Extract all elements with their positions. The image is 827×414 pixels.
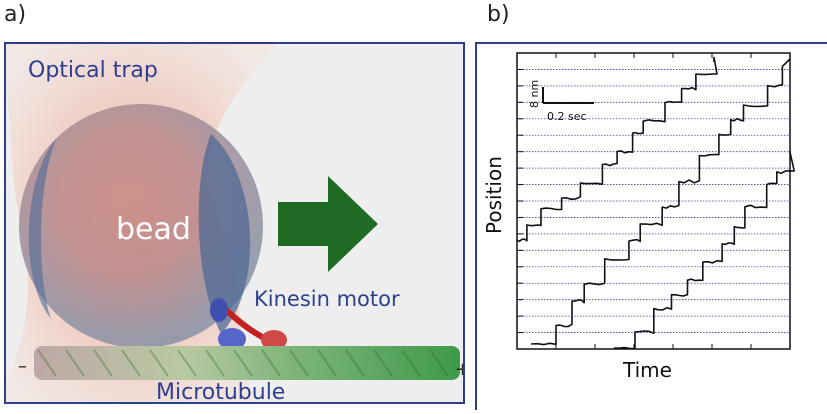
scale-bar-y-label: 8 nm	[528, 80, 541, 108]
microtubule	[34, 346, 460, 380]
optical-trap-diagram: Optical trap bead Kinesin motor Microtub…	[4, 42, 465, 404]
traces	[516, 56, 795, 350]
kinesin-motor-label: Kinesin motor	[254, 287, 400, 311]
optical-trap-label: Optical trap	[28, 58, 158, 83]
motion-arrow	[278, 176, 378, 272]
x-axis-label: Time	[622, 358, 672, 382]
stepping-trace	[613, 151, 795, 350]
stepping-trace	[530, 58, 791, 346]
y-axis-label: Position	[482, 156, 506, 234]
bead-shadow-right	[198, 134, 251, 334]
kinesin-motor	[210, 298, 287, 350]
stepping-chart: 8 nm 0.2 sec Position Time	[475, 42, 827, 410]
stepping-chart-svg: 8 nm 0.2 sec Position Time	[482, 52, 795, 382]
bead	[19, 104, 263, 348]
microtubule-label: Microtubule	[156, 380, 286, 404]
bead-shadow-left	[28, 139, 56, 319]
minus-end-label: –	[18, 356, 27, 377]
panel-a-letter: a)	[4, 2, 27, 27]
axis-ticks	[517, 53, 752, 349]
optical-trap-illustration	[6, 44, 460, 402]
scale-bar-x-label: 0.2 sec	[547, 110, 587, 123]
stepping-trace	[516, 56, 718, 243]
scale-bar: 8 nm 0.2 sec	[528, 80, 594, 123]
panel-b-letter: b)	[487, 2, 510, 27]
bead-label: bead	[116, 212, 191, 247]
grid-lines	[517, 69, 790, 333]
plus-end-label: +	[455, 359, 463, 380]
